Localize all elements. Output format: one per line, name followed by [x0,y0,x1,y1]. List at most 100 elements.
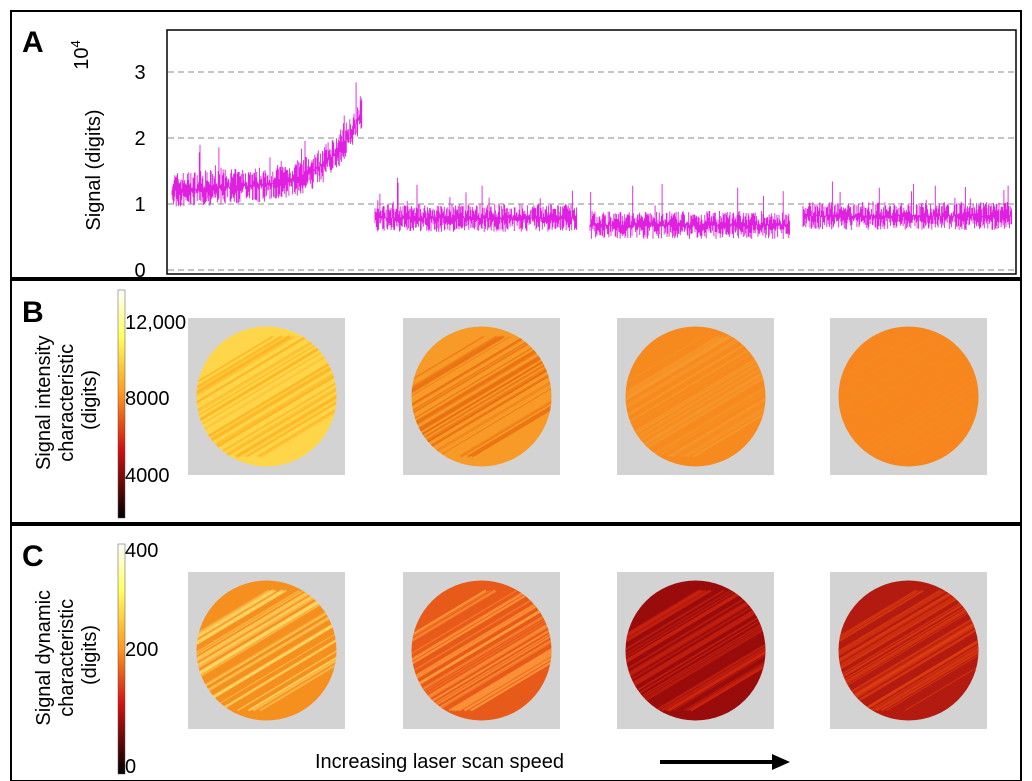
stripe [196,590,329,711]
signal-trace [374,177,578,232]
stripe [625,589,738,712]
stripe [838,589,979,712]
stripe [838,589,979,712]
stripe [196,335,330,458]
stripe [411,335,552,458]
stripe [411,335,485,458]
stripe [625,335,720,458]
stripe [670,335,766,458]
stripe [625,336,766,457]
stripe [686,589,766,712]
stripe [838,589,920,712]
stripe [411,589,497,712]
stripe [426,335,552,458]
stripe [207,590,337,711]
stripe [196,590,284,711]
footer-text: Increasing laser scan speed [315,751,564,773]
stripe [411,335,552,458]
stripe [838,589,979,712]
stripe [625,589,732,712]
stripe [196,336,307,457]
panel-label: C [22,540,44,573]
signal-trace [589,184,790,239]
stripe [838,335,979,458]
stripe [433,590,552,711]
stripe [838,335,915,458]
stripe [411,589,535,712]
stripe [259,589,337,712]
signal-trace [171,82,363,207]
stripe [838,335,956,458]
stripe [625,335,732,458]
stripe [196,336,337,457]
stripe [690,589,766,712]
stripe [838,335,979,458]
stripe [625,589,744,712]
stripe [247,589,337,712]
colorbar [117,289,126,519]
colorbar [117,543,126,775]
stripe [411,336,511,457]
stripe [673,589,766,712]
stripe [411,590,552,711]
stripe [224,335,337,458]
stripe [411,335,498,458]
plot-area [166,29,1017,275]
stripe [683,590,766,711]
stripe [625,589,766,712]
stripe [857,335,979,458]
stripe [894,335,979,458]
stripe [411,335,552,458]
stripe [625,589,747,712]
stripe [196,335,274,458]
stripe [220,335,337,458]
stripe [237,589,337,712]
stripe [625,335,742,458]
stripe [625,589,710,712]
stripe [411,589,552,712]
colorbar-label: Signal intensity characteristic (digits) [33,330,101,470]
stripe [667,335,766,458]
stripe [838,589,947,712]
stripe [625,335,725,458]
stripe [411,590,491,711]
stripe [625,590,766,711]
stripe [838,589,918,712]
stripe [869,589,979,712]
stripe [196,335,284,458]
stripe [905,335,979,458]
signal-trace [802,181,1013,230]
stripe [217,589,337,712]
stripe [411,335,539,458]
stripe [467,336,552,457]
panel-frame [10,10,1022,279]
stripe [625,335,766,458]
stripe [196,589,270,712]
stripe [458,589,552,712]
stripe [196,589,321,712]
stripes [838,335,979,458]
stripe [886,335,979,458]
stripe [196,589,337,712]
stripe [261,335,337,458]
stripe [838,335,913,458]
stripe [838,590,979,711]
stripe [448,589,552,712]
stripe [411,335,552,458]
stripe [435,589,552,712]
stripe [838,335,934,458]
stripe [862,589,979,712]
stripe [625,589,766,712]
stripe [838,589,979,712]
exponent-power: 4 [68,40,83,47]
stripe [248,589,337,712]
stripe [692,335,766,458]
stripe [415,589,552,712]
stripe [873,589,979,712]
y-tick-label: 0 [134,260,145,282]
stripe [196,589,287,712]
stripe [196,336,320,457]
y-tick-label: 1 [134,194,145,216]
stripe [196,335,337,458]
